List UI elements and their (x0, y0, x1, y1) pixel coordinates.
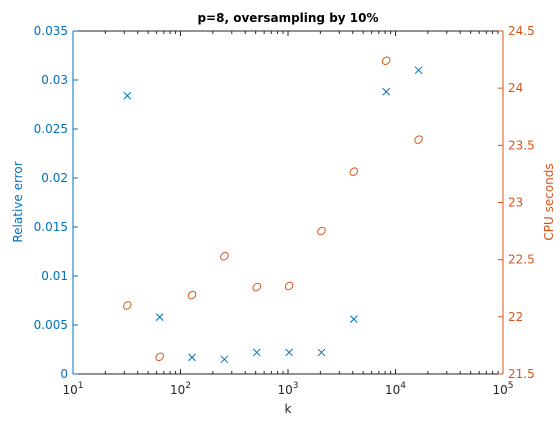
y-right-tick-label: 23.5 (508, 138, 535, 152)
x-tick-label: 102 (170, 381, 191, 397)
y-right-tick-label: 22.5 (508, 253, 535, 267)
data-point-x-marker (382, 87, 391, 96)
data-point-x-marker (155, 313, 164, 322)
x-marker-stroke (285, 348, 293, 357)
data-point-x-marker (123, 91, 132, 100)
data-point-x-marker (188, 353, 196, 362)
data-point-x-marker (220, 355, 229, 364)
data-point-o-marker (414, 135, 423, 144)
data-point-x-marker (285, 348, 293, 357)
y-right-tick-label: 21.5 (508, 367, 535, 381)
data-point-x-marker (414, 66, 423, 75)
x-tick-label: 101 (62, 381, 83, 397)
x-marker-stroke (349, 315, 358, 323)
y-left-tick-label: 0.01 (41, 269, 68, 283)
y-left-tick-label: 0.015 (34, 220, 68, 234)
x-marker-stroke (123, 91, 132, 100)
data-point-o-marker (317, 226, 326, 236)
data-point-o-marker (123, 301, 132, 310)
x-marker-stroke (220, 355, 229, 364)
y-axis-left-label: Relative error (11, 161, 25, 242)
x-marker-stroke (188, 353, 196, 362)
x-axis-label: k (285, 402, 292, 416)
data-point-o-marker (284, 281, 294, 291)
y-right-tick-label: 23 (508, 196, 523, 210)
x-tick-label: 103 (277, 381, 298, 397)
data-point-x-marker (317, 348, 326, 357)
x-marker-stroke (155, 313, 164, 322)
y-left-tick-label: 0.005 (34, 318, 68, 332)
y-right-tick-label: 22 (508, 310, 523, 324)
y-axis-left: 0 0.005 0.01 0.015 0.02 0.025 0.03 0.035 (34, 24, 78, 381)
y-left-tick-label: 0 (60, 367, 68, 381)
data-point-o-marker (155, 352, 164, 362)
y-left-tick-label: 0.025 (34, 122, 68, 136)
x-tick-label: 105 (492, 381, 513, 397)
data-point-x-marker (252, 348, 261, 357)
x-tick-label: 104 (385, 381, 406, 397)
y-left-tick-label: 0.02 (41, 171, 68, 185)
y-left-tick-label: 0.035 (34, 24, 68, 38)
x-axis: 101 102 103 104 105 (62, 30, 514, 397)
data-point-o-marker (252, 282, 262, 292)
plot-background (73, 31, 503, 374)
y-right-tick-label: 24 (508, 81, 523, 95)
series-layer (123, 56, 423, 364)
x-marker-stroke (317, 348, 326, 357)
data-point-x-marker (349, 315, 358, 323)
chart-title: p=8, oversampling by 10% (197, 11, 378, 25)
data-point-o-marker (187, 290, 197, 300)
y-axis-right-label: CPU seconds (542, 163, 556, 240)
y-axis-right: 21.5 22 22.5 23 23.5 24 24.5 (498, 24, 535, 381)
data-point-o-marker (381, 56, 391, 66)
data-point-o-marker (220, 251, 229, 261)
x-marker-stroke (252, 348, 261, 357)
x-marker-stroke (414, 66, 423, 75)
data-point-o-marker (349, 167, 359, 176)
y-left-tick-label: 0.03 (41, 73, 68, 87)
y-right-tick-label: 24.5 (508, 24, 535, 38)
x-marker-stroke (382, 87, 391, 96)
